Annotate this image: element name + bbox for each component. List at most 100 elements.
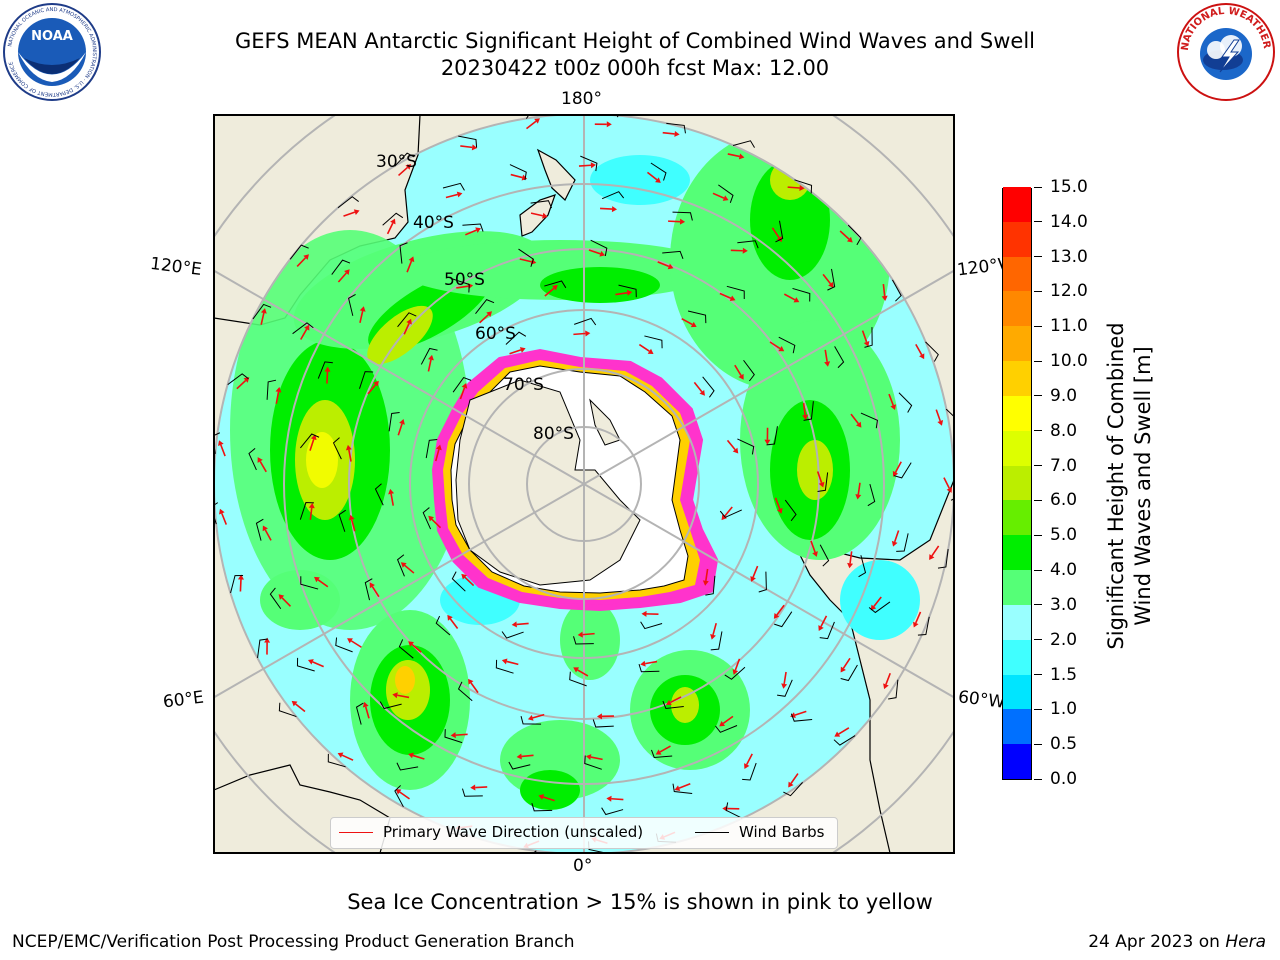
wave-arrow <box>915 611 922 624</box>
wave-arrow-head <box>542 212 548 219</box>
wave-arrow <box>712 192 725 199</box>
wave-arrow <box>578 164 592 167</box>
wave-arrow <box>726 439 736 451</box>
wave-arrow-head <box>929 554 935 560</box>
wind-barb <box>359 371 374 389</box>
wind-barb <box>388 411 400 432</box>
wave-arrow <box>734 364 742 376</box>
wave-arrow <box>670 696 682 704</box>
colorbar-tick-label: 3.0 <box>1034 596 1077 614</box>
wave-arrow-head <box>824 361 831 367</box>
wave-arrow <box>506 660 519 666</box>
wind-barb <box>893 462 912 479</box>
wave-arrow-head <box>392 692 398 699</box>
lon-label-180: 180° <box>561 89 602 109</box>
wave-arrow <box>681 318 693 326</box>
wind-barb <box>394 785 404 808</box>
wave-arrow-head <box>577 631 583 638</box>
wave-arrow <box>519 258 532 263</box>
wind-barb <box>444 729 463 744</box>
wave-arrow-head <box>937 419 944 426</box>
colorbar-segment <box>1003 499 1031 536</box>
wave-arrow <box>341 754 354 761</box>
colorbar-segment <box>1003 604 1031 640</box>
wave-arrow <box>445 193 458 199</box>
wave-arrow-head <box>527 715 534 721</box>
wind-barb <box>662 250 684 260</box>
wave-arrow-head <box>812 551 818 557</box>
wave-arrow <box>260 312 265 325</box>
colorbar-segment <box>1003 395 1031 431</box>
wave-arrow <box>459 387 466 400</box>
wind-barb <box>332 437 342 460</box>
wave-arrow <box>412 754 425 760</box>
footer-machine: Hera <box>1225 932 1266 952</box>
wave-arrow <box>295 703 306 713</box>
wave-arrow <box>530 212 543 217</box>
wind-barb <box>819 621 835 640</box>
wave-arrow-head <box>304 324 310 331</box>
wind-barb <box>672 211 693 221</box>
wind-barb <box>860 412 878 429</box>
sea-ice-note: Sea Ice Concentration > 15% is shown in … <box>347 890 933 914</box>
colorbar-tick-label: 8.0 <box>1034 422 1077 440</box>
wave-arrow <box>582 632 595 636</box>
wave-arrow-head <box>324 366 331 372</box>
colorbar-segment <box>1003 465 1031 501</box>
wave-arrow <box>397 694 410 699</box>
wind-barb <box>509 164 527 181</box>
colorbar-segment <box>1003 360 1031 396</box>
wave-arrow <box>470 682 479 694</box>
wind-barb <box>530 200 553 209</box>
wave-arrow-head <box>778 346 785 352</box>
wind-barb <box>292 322 314 335</box>
wave-arrow <box>838 727 850 735</box>
legend-primary-wave: Primary Wave Direction (unscaled) <box>339 823 643 841</box>
wave-arrow <box>521 754 534 758</box>
wave-arrow <box>516 622 529 626</box>
wave-arrow <box>239 579 242 592</box>
wave-arrow-head <box>359 306 366 312</box>
wave-arrow <box>337 272 347 283</box>
wind-barb <box>819 544 830 567</box>
wave-arrow-head <box>710 633 716 640</box>
wave-arrow-head <box>722 195 729 201</box>
wave-arrow <box>882 283 886 297</box>
colorbar-tick-label: 13.0 <box>1034 248 1088 266</box>
wave-arrow-head <box>468 678 474 685</box>
wave-arrow <box>885 672 891 685</box>
wind-barb <box>592 719 614 728</box>
wave-arrow-head <box>390 218 396 225</box>
wave-arrow-head <box>461 383 468 389</box>
wind-barb <box>584 755 602 770</box>
wave-arrow <box>510 173 523 179</box>
wind-barb <box>544 280 567 289</box>
wave-arrow-head <box>744 763 750 769</box>
wind-barb <box>495 659 514 674</box>
wave-arrow-head <box>538 794 545 800</box>
wind-barb <box>778 336 796 354</box>
colorbar-tick-label: 0.5 <box>1034 736 1077 753</box>
wind-barb <box>335 637 353 653</box>
wind-barb <box>394 152 415 167</box>
wave-arrow <box>893 530 900 543</box>
wave-arrow <box>221 513 228 525</box>
wind-barb <box>379 701 402 710</box>
wave-arrow-head <box>667 263 674 270</box>
wind-barb <box>573 636 594 645</box>
wind-barb <box>650 162 667 181</box>
wave-arrow <box>712 623 717 636</box>
wave-arrow <box>861 330 868 343</box>
wave-arrow <box>590 756 603 761</box>
wave-arrow <box>386 222 394 235</box>
wind-barb <box>925 341 939 362</box>
wave-arrow <box>343 211 356 217</box>
wave-arrow <box>431 518 442 529</box>
wave-arrow-head <box>428 354 434 361</box>
wave-arrow <box>646 171 658 181</box>
colorbar-segment <box>1003 674 1031 710</box>
wave-arrow-head <box>870 604 877 611</box>
wave-arrow-head <box>721 514 728 521</box>
colorbar-tick-label: 9.0 <box>1034 387 1077 405</box>
